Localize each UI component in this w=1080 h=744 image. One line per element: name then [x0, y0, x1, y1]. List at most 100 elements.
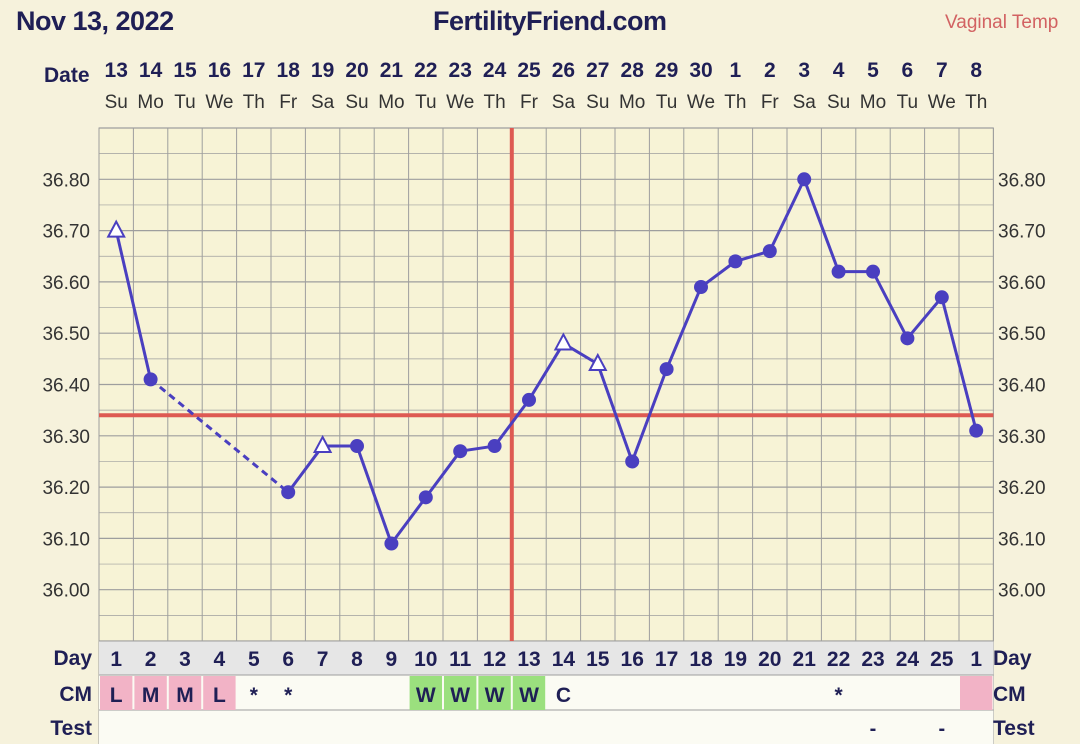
temperature-points	[106, 172, 984, 551]
temp-point	[762, 244, 777, 259]
temp-point-open	[106, 219, 126, 238]
cycle-day-label: 16	[621, 648, 644, 671]
cycle-day-label: 15	[586, 648, 610, 671]
date-row-label: Date	[44, 64, 90, 87]
weekday-label: Su	[586, 92, 609, 113]
test-value: -	[870, 718, 877, 740]
cm-cell-highlight	[444, 676, 477, 710]
date-label: 26	[552, 59, 575, 82]
weekday-label: We	[928, 92, 956, 113]
temperature-type-label: Vaginal Temp	[945, 12, 1059, 33]
weekday-label: We	[687, 92, 715, 113]
cycle-day-label: 6	[282, 648, 294, 671]
temp-line	[871, 270, 909, 340]
day-row-label-right: Day	[993, 647, 1032, 670]
cycle-day-label: 20	[758, 648, 781, 671]
temp-point	[728, 254, 743, 269]
temp-point	[797, 172, 812, 187]
y-tick-label-left: 36.30	[42, 427, 90, 448]
temp-point	[522, 392, 536, 407]
temp-line	[630, 368, 669, 462]
y-tick-label-left: 36.20	[42, 478, 90, 499]
temp-point	[694, 280, 708, 295]
cycle-day-label: 2	[145, 648, 157, 671]
weekday-label: Tu	[174, 92, 195, 113]
date-label: 16	[208, 59, 231, 82]
cm-row-label: CM	[59, 683, 92, 706]
cm-cell-highlight	[512, 676, 546, 710]
temp-point	[453, 444, 468, 459]
cycle-day-label: 18	[689, 648, 713, 671]
weekday-label: Th	[724, 92, 746, 113]
chart-date: Nov 13, 2022	[16, 6, 174, 36]
weekday-label: Su	[105, 92, 128, 113]
cycle-day-label: 5	[248, 648, 260, 671]
cm-value: M	[142, 684, 160, 707]
y-tick-label-left: 36.60	[42, 273, 90, 294]
date-label: 8	[970, 59, 982, 82]
temp-line	[940, 296, 978, 432]
cycle-day-label: 12	[483, 648, 506, 671]
temp-point	[934, 290, 949, 305]
cycle-day-label: 1	[110, 648, 122, 671]
date-label: 15	[173, 59, 197, 82]
temp-line	[114, 230, 153, 380]
temperature-lines	[99, 128, 994, 641]
date-label: 3	[798, 59, 810, 82]
cycle-day-label: 14	[552, 648, 576, 671]
cm-value: *	[835, 684, 844, 707]
weekday-label: Mo	[137, 92, 163, 113]
date-label: 2	[764, 59, 776, 82]
temp-line	[286, 445, 324, 494]
day-row-label: Day	[53, 647, 92, 670]
temp-point	[625, 454, 640, 469]
test-value: -	[938, 718, 945, 740]
date-label: 27	[586, 59, 609, 82]
cm-cell-highlight	[203, 676, 236, 710]
date-label: 17	[242, 59, 265, 82]
date-label: 24	[483, 59, 507, 82]
cm-value: C	[556, 684, 571, 707]
temp-line	[768, 178, 806, 252]
y-tick-label-right: 36.40	[998, 376, 1046, 397]
y-tick-label-left: 36.70	[42, 222, 90, 243]
cm-value: M	[176, 684, 194, 707]
day-row-background	[99, 641, 994, 675]
weekday-label: Tu	[897, 92, 918, 113]
weekday-label: Tu	[415, 92, 436, 113]
temp-point	[866, 264, 880, 279]
weekday-label: Fr	[279, 92, 298, 113]
cycle-day-label: 11	[449, 648, 472, 671]
date-label: 30	[689, 59, 712, 82]
temp-point	[143, 372, 158, 387]
cm-cell-highlight	[409, 676, 442, 710]
cm-cell-highlight	[168, 676, 202, 710]
temp-line	[527, 342, 565, 401]
temp-line	[665, 286, 703, 370]
chart-labels: 36.80 36.80 36.70 36.70 36.60 36.60 36.50 36.50…	[42, 59, 1045, 740]
cm-row-label-right: CM	[993, 683, 1026, 706]
date-label: 19	[311, 59, 334, 82]
temp-line	[355, 445, 393, 545]
cm-cell-highlight	[960, 676, 993, 710]
weekday-label: Sa	[552, 92, 576, 113]
y-tick-label-right: 36.30	[998, 427, 1046, 448]
weekday-label: Th	[484, 92, 506, 113]
cycle-day-label: 9	[386, 648, 398, 671]
date-label: 23	[449, 59, 472, 82]
date-label: 14	[139, 59, 163, 82]
temp-line	[390, 496, 428, 545]
cm-value: *	[284, 684, 293, 707]
cm-cell-highlight	[134, 676, 167, 710]
date-label: 18	[277, 59, 301, 82]
weekday-label: Mo	[378, 92, 404, 113]
cycle-day-label: 3	[179, 648, 191, 671]
date-label: 22	[414, 59, 437, 82]
temp-point	[418, 490, 433, 505]
test-row-label: Test	[50, 717, 92, 740]
y-tick-label-right: 36.60	[998, 273, 1046, 294]
temp-point	[900, 331, 915, 346]
weekday-label: We	[446, 92, 474, 113]
temp-line	[802, 178, 841, 273]
date-label: 5	[867, 59, 879, 82]
